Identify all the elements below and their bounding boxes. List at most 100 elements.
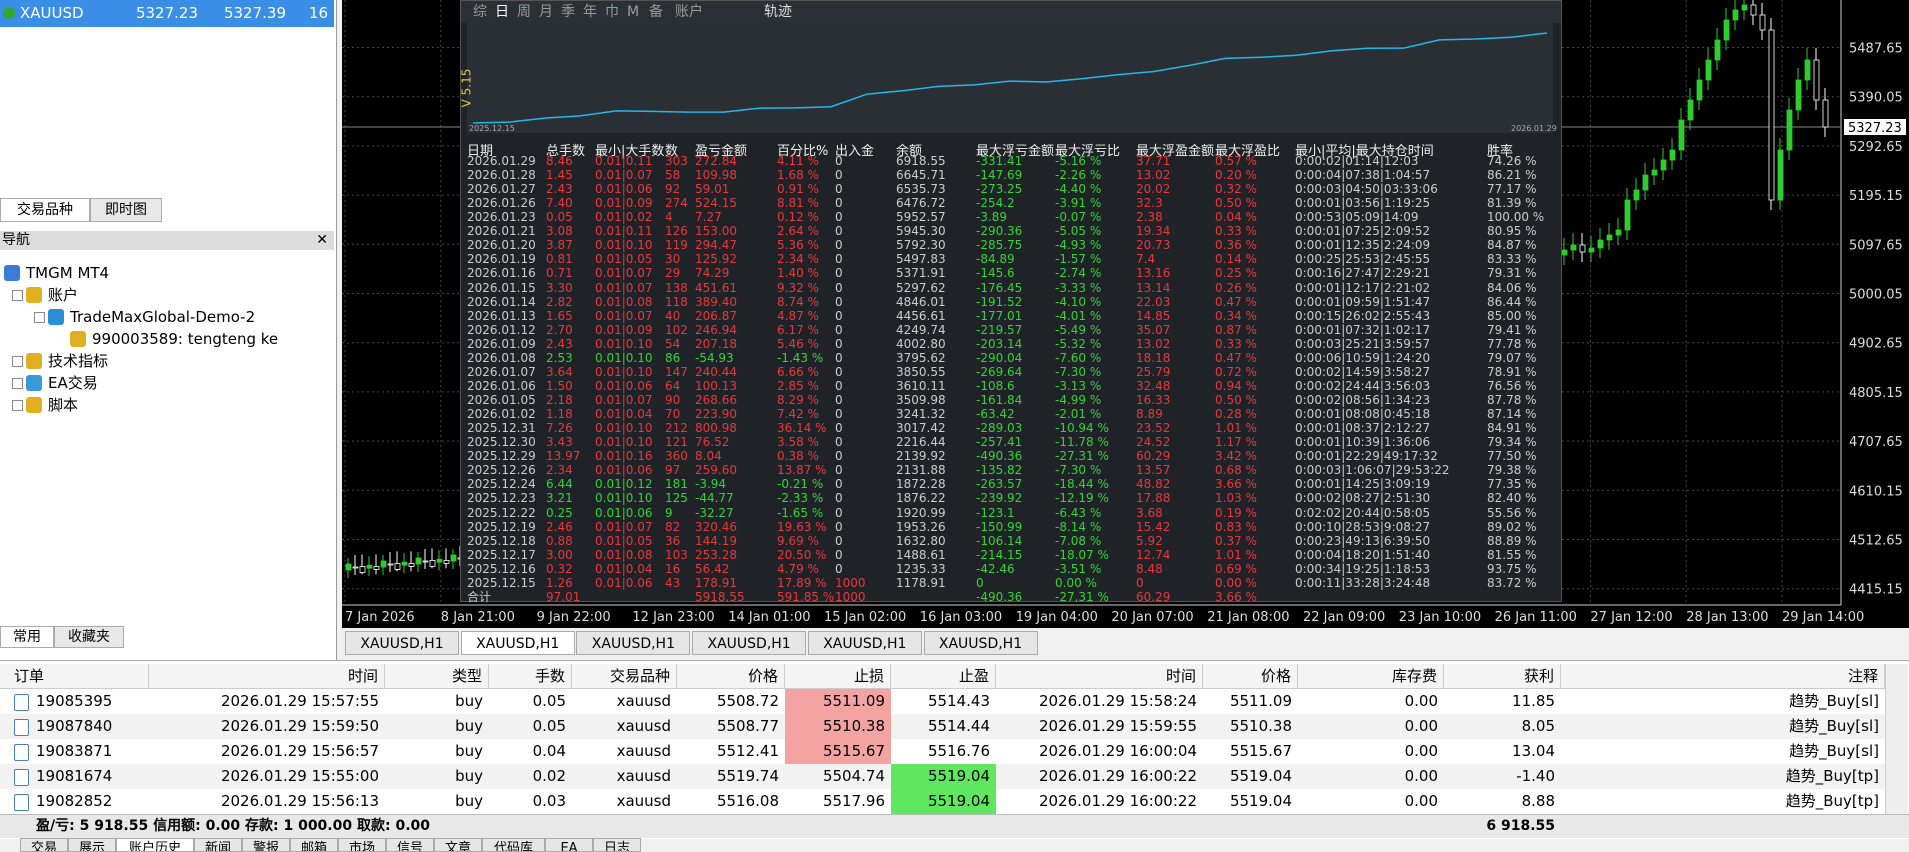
- time-label: 21 Jan 08:00: [1207, 610, 1289, 625]
- left-bottom-tab[interactable]: 收藏夹: [54, 626, 124, 648]
- stats-cell: 3509.98: [896, 393, 946, 408]
- stats-cell: 253.28: [695, 547, 737, 562]
- stats-cell: -4.10 %: [1055, 294, 1102, 309]
- bottom-tab[interactable]: 邮箱: [290, 838, 338, 852]
- order-cell: 5519.04: [891, 764, 996, 789]
- stats-cell: 7.42 %: [777, 407, 819, 422]
- chart-tab[interactable]: XAUUSD,H1: [345, 631, 459, 655]
- order-cell: 2026.01.29 15:55:00: [220, 767, 379, 785]
- nav-item[interactable]: TradeMaxGlobal-Demo-2: [70, 308, 256, 326]
- stats-cell: 0.32 %: [1215, 182, 1257, 197]
- chart-tab[interactable]: XAUUSD,H1: [923, 631, 1038, 655]
- chart-tab[interactable]: XAUUSD,H1: [460, 631, 575, 655]
- stats-cell: 2025.12.19: [467, 519, 536, 534]
- stats-cell: 2025.12.22: [467, 505, 536, 520]
- bottom-tab[interactable]: 账户历史: [116, 838, 194, 852]
- stats-cell: 0: [835, 533, 843, 548]
- nav-item[interactable]: 990003589: tengteng ke: [92, 330, 279, 348]
- stats-cell: 0: [1136, 575, 1144, 590]
- stats-cell: 3.30: [546, 280, 573, 295]
- left-tab[interactable]: 即时图: [90, 198, 162, 222]
- stats-cell: 82.40 %: [1487, 491, 1537, 506]
- stats-cell: 97: [665, 463, 681, 478]
- nav-icon: [26, 375, 42, 391]
- bottom-tab[interactable]: EA: [545, 838, 593, 852]
- chart-tab[interactable]: XAUUSD,H1: [576, 631, 691, 655]
- bottom-tab[interactable]: 新闻: [194, 838, 242, 852]
- stats-cell: 8.46: [546, 154, 573, 168]
- bottom-tab[interactable]: 市场: [338, 838, 386, 852]
- track-btn[interactable]: 轨迹: [764, 4, 792, 20]
- nav-item[interactable]: TMGM MT4: [26, 264, 110, 282]
- toolbar-btn[interactable]: 账户: [675, 4, 703, 20]
- bottom-tab[interactable]: 交易: [20, 838, 68, 852]
- toolbar-btn[interactable]: 周: [517, 4, 531, 20]
- candle-body: [345, 563, 352, 571]
- stats-cell: 85.00 %: [1487, 308, 1537, 323]
- stats-cell: 3.64: [546, 364, 573, 379]
- stats-cell: 2026.01.29: [467, 154, 536, 168]
- candle-body: [1768, 29, 1775, 201]
- candle-body: [1597, 239, 1604, 249]
- toolbar-btn[interactable]: 月: [539, 4, 553, 20]
- nav-icon: [26, 287, 42, 303]
- stats-cell: 0.01|0.10: [595, 238, 653, 253]
- stats-cell: 2026.01.05: [467, 393, 536, 408]
- stats-cell: 0.00 %: [1055, 575, 1097, 590]
- stats-cell: 0: [835, 435, 843, 450]
- stats-cell: -150.99: [976, 519, 1023, 534]
- left-bottom-tab[interactable]: 常用: [0, 626, 54, 648]
- stats-cell: 83.33 %: [1487, 252, 1537, 267]
- stats-cell: 0.01|0.07: [595, 308, 653, 323]
- bottom-tab[interactable]: 代码库: [482, 838, 545, 852]
- order-cell: 0.00: [1404, 767, 1438, 785]
- price-label: 4610.15: [1849, 484, 1903, 499]
- toolbar-btn[interactable]: 年: [583, 4, 597, 20]
- left-tab[interactable]: 交易品种: [0, 198, 90, 222]
- stats-cell: -5.32 %: [1055, 336, 1102, 351]
- stats-cell: 389.40: [695, 294, 737, 309]
- stats-cell: 22.03: [1136, 294, 1171, 309]
- toolbar-btn[interactable]: M: [627, 4, 640, 20]
- bottom-tab[interactable]: 展示: [68, 838, 116, 852]
- order-cell: 5511.09: [1229, 692, 1292, 710]
- stats-cell: 272.84: [695, 154, 737, 168]
- symbol: XAUUSD: [20, 4, 84, 22]
- chart-tab[interactable]: XAUUSD,H1: [692, 631, 807, 655]
- toolbar-btn[interactable]: 综: [473, 4, 487, 20]
- stats-cell: 0: [835, 154, 843, 168]
- stats-cell: 2026.01.23: [467, 210, 536, 225]
- bottom-tab[interactable]: 警报: [242, 838, 290, 852]
- market-watch-row[interactable]: XAUUSD 5327.23 5327.39 16: [0, 0, 334, 27]
- close-icon[interactable]: ✕: [316, 232, 328, 248]
- bottom-tab[interactable]: 文章: [434, 838, 482, 852]
- stats-cell: -4.93 %: [1055, 238, 1102, 253]
- nav-item[interactable]: 技术指标: [48, 352, 109, 370]
- order-cell: 0.00: [1404, 717, 1438, 735]
- stats-cell: -290.36: [976, 224, 1023, 239]
- candle-body: [443, 560, 450, 564]
- bottom-tab[interactable]: 日志: [593, 838, 641, 852]
- order-cell: 2026.01.29 15:59:55: [1038, 717, 1197, 735]
- chart-tab[interactable]: XAUUSD,H1: [807, 631, 922, 655]
- stats-cell: -1.57 %: [1055, 252, 1102, 267]
- stats-cell: 360: [665, 449, 688, 464]
- stats-cell: 84.87 %: [1487, 238, 1537, 253]
- nav-item[interactable]: 账户: [48, 286, 79, 304]
- stats-total: 3.66 %: [1215, 589, 1257, 604]
- bottom-tab[interactable]: 信号: [386, 838, 434, 852]
- toolbar-btn[interactable]: 巾: [605, 4, 619, 20]
- nav-item[interactable]: EA交易: [48, 374, 98, 392]
- stats-cell: -273.25: [976, 182, 1023, 197]
- order-cell: 5508.77: [716, 717, 779, 735]
- candle-body: [1714, 39, 1721, 61]
- stats-cell: -3.91 %: [1055, 196, 1102, 211]
- nav-item[interactable]: 脚本: [48, 396, 79, 414]
- stats-cell: -7.30 %: [1055, 463, 1102, 478]
- toolbar-btn[interactable]: 季: [561, 4, 575, 20]
- toolbar-btn[interactable]: 备: [649, 4, 663, 20]
- toolbar-btn[interactable]: 日: [495, 4, 509, 20]
- candle-body: [380, 560, 387, 568]
- stats-cell: 8.81 %: [777, 196, 819, 211]
- stats-cell: 0:02:02|20:44|0:58:05: [1295, 505, 1431, 520]
